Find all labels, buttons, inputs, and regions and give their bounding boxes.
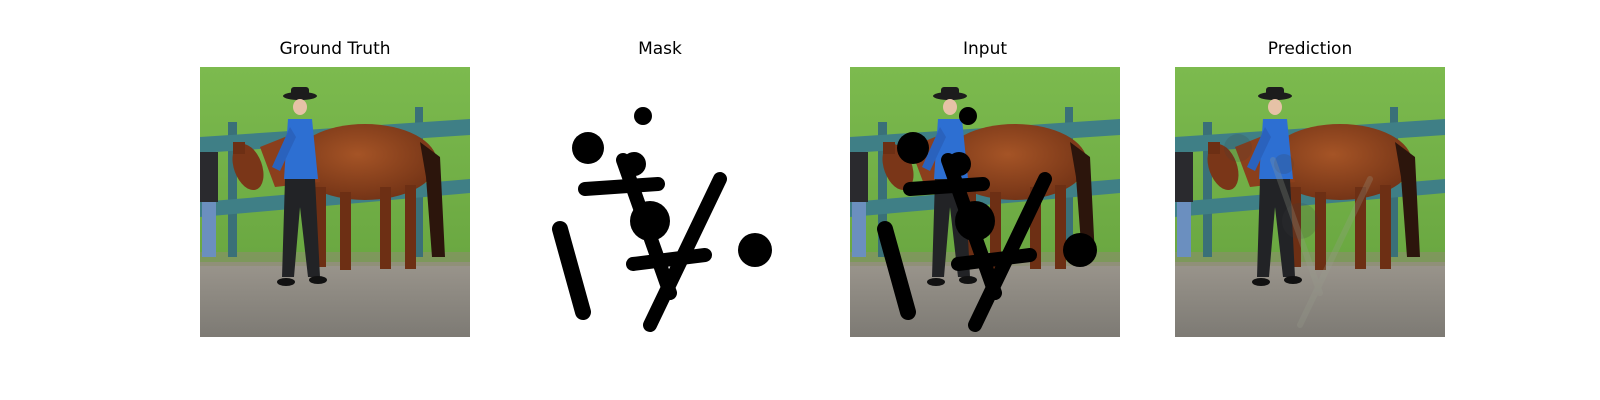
panel-title-input: Input xyxy=(962,39,1008,59)
input-image xyxy=(850,67,1120,337)
mask-panel: Mask xyxy=(525,38,795,337)
input-panel: Input xyxy=(850,38,1120,337)
panel-title-ground-truth: Ground Truth xyxy=(279,39,391,59)
prediction-image xyxy=(1175,67,1445,337)
ground-truth-panel: Ground Truth xyxy=(200,38,470,337)
ground-truth-image xyxy=(200,67,470,337)
panel-title-prediction: Prediction xyxy=(1267,39,1353,59)
mask-image xyxy=(525,67,795,337)
prediction-panel: Prediction xyxy=(1175,38,1445,337)
panel-title-mask: Mask xyxy=(638,39,682,59)
